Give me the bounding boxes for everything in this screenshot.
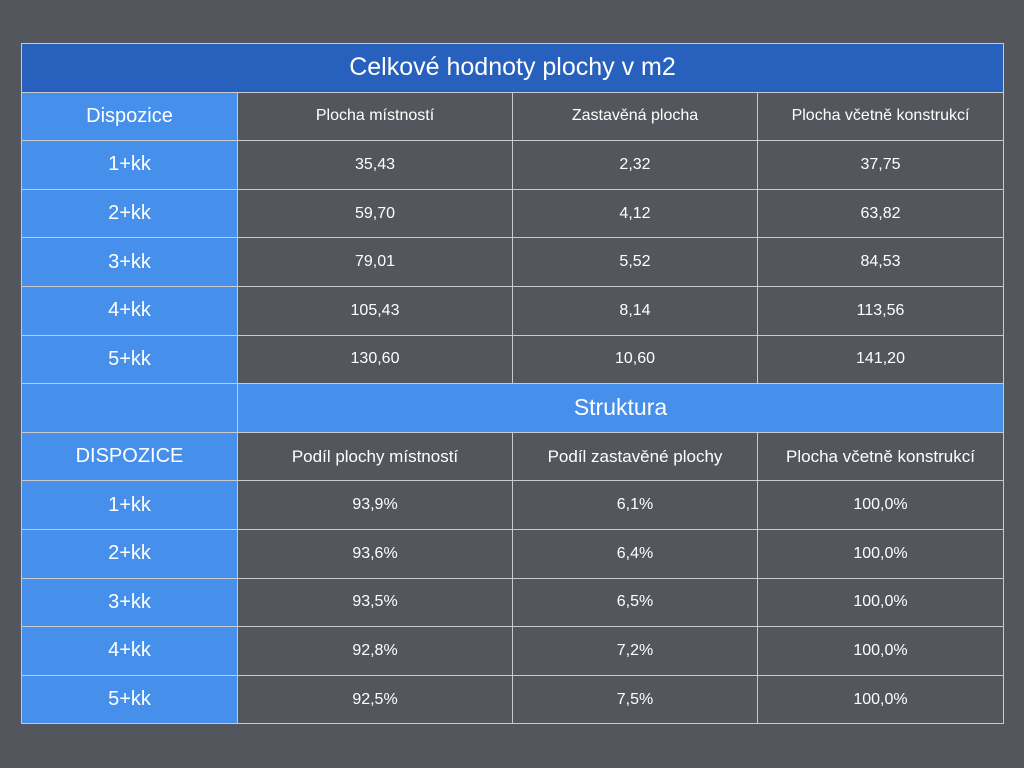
table-cell: 2,32	[512, 140, 758, 190]
row-label: 1+kk	[21, 480, 238, 530]
table-cell: 6,5%	[512, 577, 758, 628]
table-cell: 100,0%	[757, 674, 1004, 725]
table-row: 2+kk 93,6% 6,4% 100,0%	[21, 528, 1004, 579]
table-cell: 7,5%	[512, 674, 758, 725]
table-cell: 93,9%	[237, 480, 513, 530]
table-cell: 8,14	[512, 285, 758, 336]
row-label: 3+kk	[21, 237, 238, 287]
table-cell: 100,0%	[757, 528, 1004, 579]
header-podil-plochy-mistnosti: Podíl plochy místností	[237, 431, 513, 482]
table-row: 4+kk 105,43 8,14 113,56	[21, 285, 1004, 336]
table-cell: 79,01	[237, 237, 513, 287]
row-label: 4+kk	[21, 285, 238, 336]
table-cell: 35,43	[237, 140, 513, 190]
row-label: 2+kk	[21, 188, 238, 239]
row-label: 4+kk	[21, 626, 238, 676]
table-row: 5+kk 130,60 10,60 141,20	[21, 334, 1004, 385]
row-label: 1+kk	[21, 140, 238, 190]
header-zastavena-plocha: Zastavěná plocha	[512, 91, 758, 142]
header-dispozice-caps: DISPOZICE	[21, 431, 238, 482]
header-row: Dispozice Plocha místností Zastavěná plo…	[21, 91, 1004, 142]
table-row: 5+kk 92,5% 7,5% 100,0%	[21, 674, 1004, 725]
table-cell: 113,56	[757, 285, 1004, 336]
table-row: 3+kk 93,5% 6,5% 100,0%	[21, 577, 1004, 628]
header-row: DISPOZICE Podíl plochy místností Podíl z…	[21, 431, 1004, 482]
table-cell: 59,70	[237, 188, 513, 239]
table-cell: 63,82	[757, 188, 1004, 239]
table-cell: 100,0%	[757, 480, 1004, 530]
header-plocha-mistnosti: Plocha místností	[237, 91, 513, 142]
table-cell: 6,4%	[512, 528, 758, 579]
table-cell: 6,1%	[512, 480, 758, 530]
table-cell: 37,75	[757, 140, 1004, 190]
header-plocha-vcetne-konstrukci: Plocha včetně konstrukcí	[757, 91, 1004, 142]
table-cell: 100,0%	[757, 626, 1004, 676]
table-row: 3+kk 79,01 5,52 84,53	[21, 237, 1004, 287]
table-cell: 92,8%	[237, 626, 513, 676]
row-label: 2+kk	[21, 528, 238, 579]
title-row: Celkové hodnoty plochy v m2	[21, 43, 1004, 93]
table-cell: 141,20	[757, 334, 1004, 385]
row-label: 5+kk	[21, 674, 238, 725]
table-cell: 93,6%	[237, 528, 513, 579]
table-row: 2+kk 59,70 4,12 63,82	[21, 188, 1004, 239]
table-row: 4+kk 92,8% 7,2% 100,0%	[21, 626, 1004, 676]
table-cell: 92,5%	[237, 674, 513, 725]
table-row: 1+kk 93,9% 6,1% 100,0%	[21, 480, 1004, 530]
area-table: Celkové hodnoty plochy v m2 Dispozice Pl…	[21, 43, 1004, 725]
table-cell: 4,12	[512, 188, 758, 239]
table-cell: 105,43	[237, 285, 513, 336]
table-cell: 93,5%	[237, 577, 513, 628]
table-cell: 100,0%	[757, 577, 1004, 628]
table-cell: 5,52	[512, 237, 758, 287]
header-dispozice: Dispozice	[21, 91, 238, 142]
header-plocha-vcetne-konstrukci-2: Plocha včetně konstrukcí	[757, 431, 1004, 482]
section-title: Struktura	[237, 383, 1004, 433]
table-row: 1+kk 35,43 2,32 37,75	[21, 140, 1004, 190]
table-cell: 84,53	[757, 237, 1004, 287]
header-podil-zastavene-plochy: Podíl zastavěné plochy	[512, 431, 758, 482]
row-label: 5+kk	[21, 334, 238, 385]
section-row: Struktura	[21, 383, 1004, 433]
section-spacer	[21, 383, 238, 433]
table-cell: 130,60	[237, 334, 513, 385]
table-cell: 10,60	[512, 334, 758, 385]
table-title: Celkové hodnoty plochy v m2	[21, 43, 1004, 93]
row-label: 3+kk	[21, 577, 238, 628]
table-cell: 7,2%	[512, 626, 758, 676]
